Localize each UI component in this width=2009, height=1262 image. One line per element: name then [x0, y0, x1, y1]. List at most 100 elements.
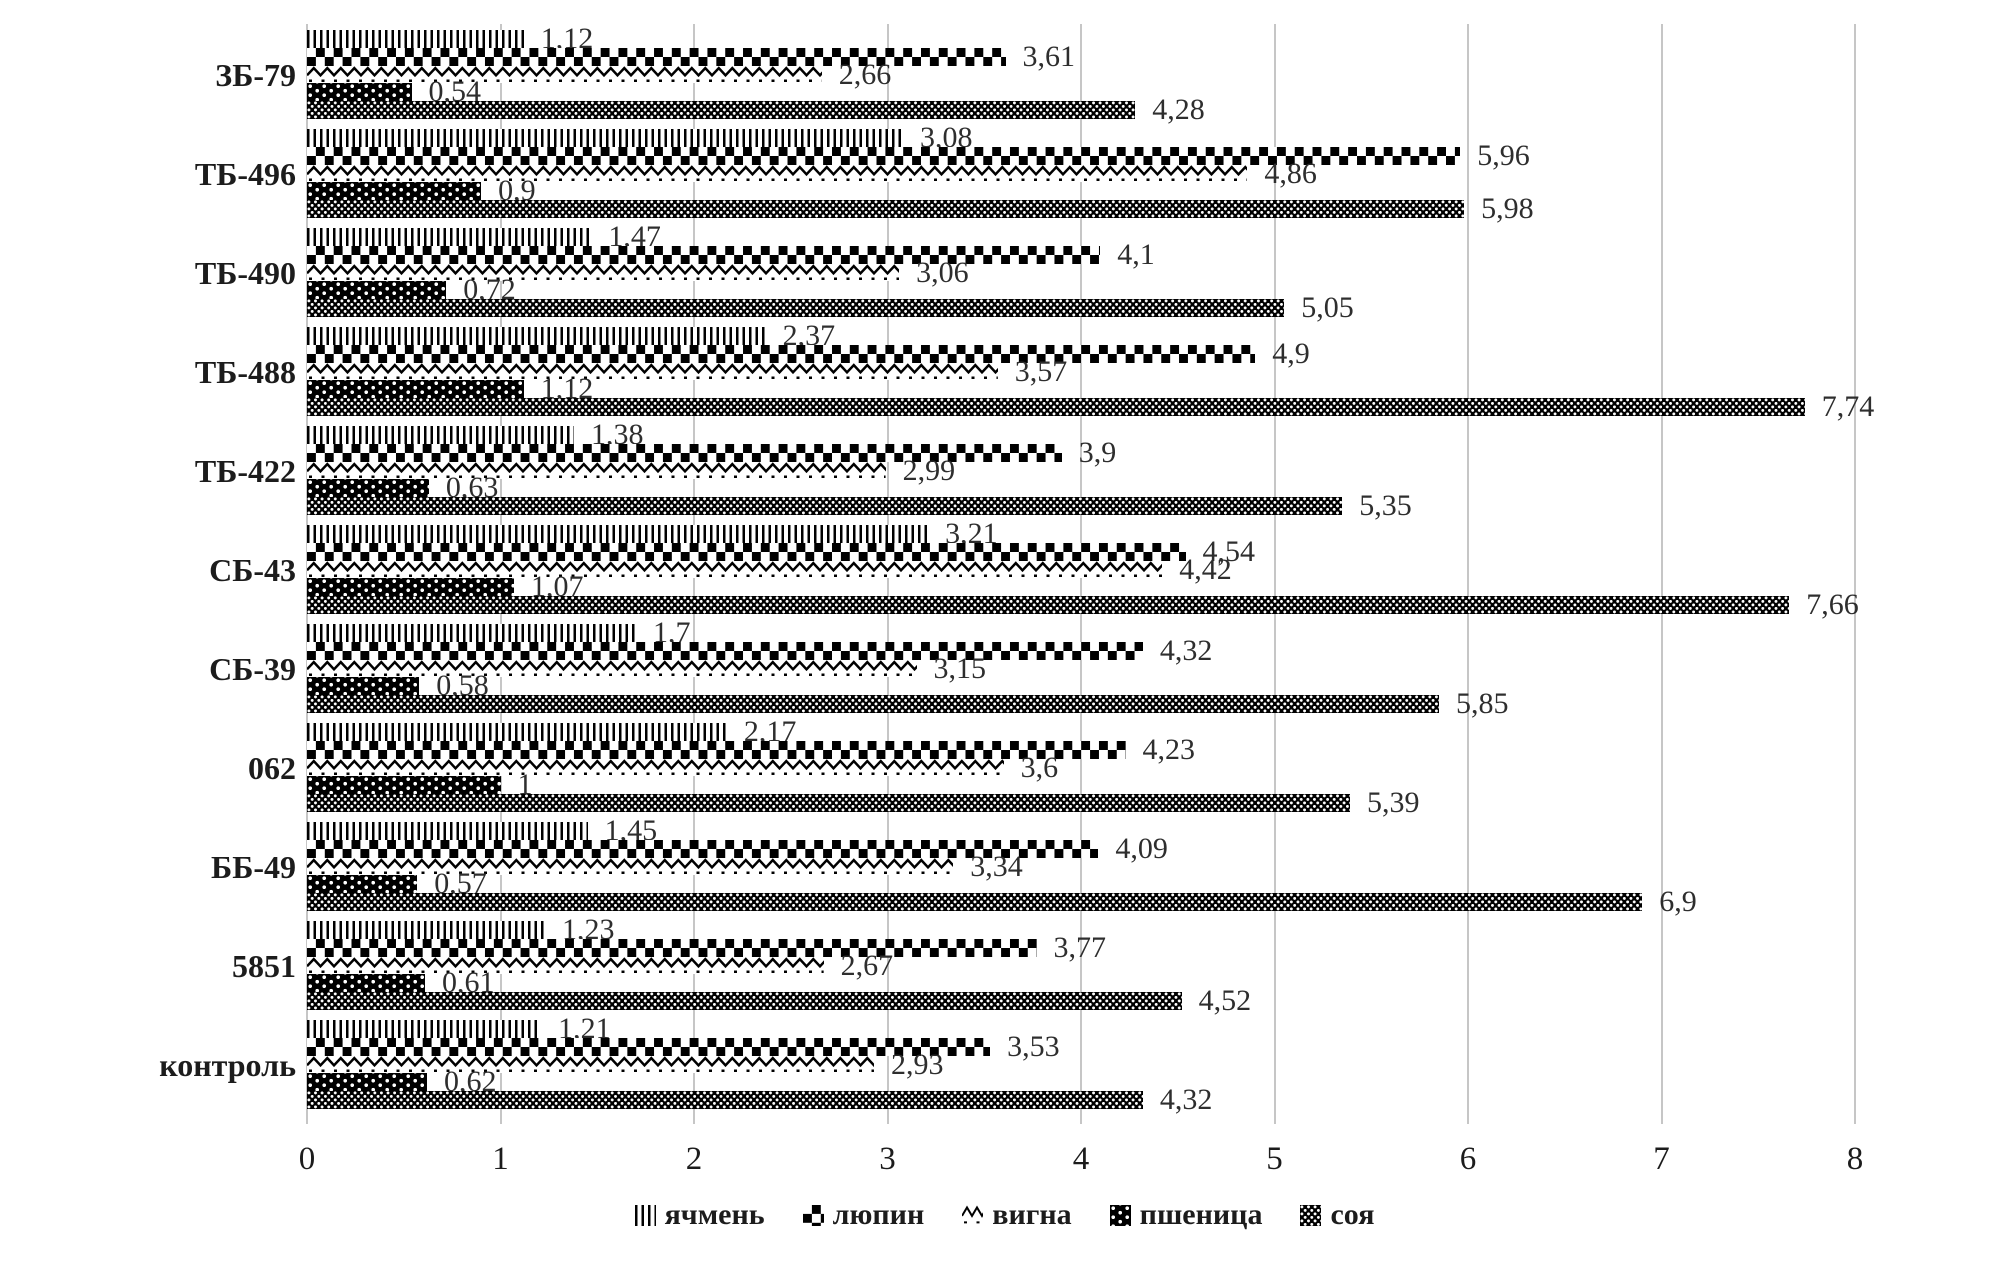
- gridline: [1467, 24, 1469, 1112]
- bar-value-label: 1: [517, 768, 533, 802]
- bar-люпин: [307, 47, 1006, 66]
- zigzag-pattern: [307, 560, 1163, 577]
- bar-соя: [307, 794, 1350, 812]
- bar-value-label: 7,66: [1806, 588, 1859, 622]
- zigzag-pattern: [307, 164, 1248, 181]
- bar-пшеница: [307, 974, 425, 993]
- category-label: контроль: [159, 1046, 296, 1083]
- legend-item-пшеница: пшеница: [1109, 1198, 1263, 1232]
- bar-соя: [307, 1091, 1143, 1109]
- bar-value-label: 4,1: [1117, 237, 1155, 271]
- bar-value-label: 3,53: [1007, 1029, 1060, 1063]
- bar-вигна: [307, 362, 998, 381]
- bar-пшеница: [307, 182, 482, 201]
- bar-соя: [307, 596, 1790, 614]
- x-axis-tick: [886, 1112, 889, 1124]
- zigzag-pattern: [307, 857, 954, 874]
- bar-пшеница: [307, 1073, 427, 1092]
- x-tick-label: 4: [1072, 1141, 1090, 1177]
- x-axis-tick: [306, 1112, 308, 1124]
- category-label: ТБ-490: [194, 254, 296, 291]
- legend-swatch-zigzag-wave: [962, 1204, 984, 1226]
- zigzag-pattern: [307, 956, 824, 973]
- bar-люпин: [307, 146, 1461, 165]
- gridline: [1660, 24, 1663, 1112]
- bar-соя: [307, 101, 1136, 119]
- bar-value-label: 5,85: [1456, 687, 1509, 721]
- category-label: 062: [248, 749, 296, 786]
- zigzag-pattern: [307, 659, 917, 676]
- bar-value-label: 4,32: [1159, 633, 1213, 667]
- legend: ячмень люпин вигна пшеница соя: [0, 1198, 2009, 1232]
- bar-пшеница: [307, 479, 429, 498]
- bar-люпин: [307, 938, 1037, 957]
- bar-value-label: 7,74: [1821, 390, 1875, 424]
- legend-label: вигна: [992, 1198, 1072, 1231]
- bar-value-label: 4,9: [1272, 336, 1310, 370]
- x-tick-label: 6: [1459, 1141, 1477, 1177]
- bar-ячмень: [307, 525, 929, 543]
- x-axis-tick: [1273, 1112, 1276, 1124]
- bar-соя: [307, 497, 1343, 515]
- bar-value-label: 4,52: [1198, 984, 1252, 1018]
- gridline: [1854, 24, 1856, 1112]
- bar-value-label: 2,66: [838, 57, 892, 91]
- zigzag-pattern: [962, 1205, 984, 1223]
- category-label: СБ-43: [209, 551, 296, 588]
- x-axis-tick: [693, 1112, 695, 1124]
- bar-соя: [307, 992, 1182, 1010]
- bar-вигна: [307, 758, 1004, 777]
- zigzag-pattern: [307, 362, 998, 379]
- bar-value-label: 3,06: [916, 255, 969, 289]
- category-label: ТБ-488: [194, 353, 296, 390]
- bar-пшеница: [307, 875, 418, 894]
- bar-value-label: 2,99: [902, 453, 956, 487]
- bar-пшеница: [307, 578, 514, 597]
- bar-соя: [307, 200, 1465, 218]
- bar-value-label: 5,05: [1301, 291, 1354, 325]
- bar-пшеница: [307, 83, 412, 102]
- bar-пшеница: [307, 380, 524, 399]
- x-axis-tick: [1467, 1112, 1469, 1124]
- x-axis-tick: [1854, 1112, 1856, 1124]
- bar-value-label: 5,96: [1477, 138, 1530, 172]
- bar-value-label: 4,86: [1264, 156, 1317, 190]
- bar-люпин: [307, 1037, 991, 1056]
- bar-пшеница: [307, 776, 501, 795]
- category-label: ТБ-496: [194, 155, 296, 192]
- x-tick-label: 2: [685, 1141, 703, 1177]
- x-tick-label: 0: [298, 1141, 316, 1177]
- legend-swatch-checkerboard: [802, 1204, 824, 1226]
- legend-item-ячмень: ячмень: [634, 1198, 765, 1232]
- bar-value-label: 4,54: [1202, 534, 1256, 568]
- bar-пшеница: [307, 677, 420, 696]
- bar-вигна: [307, 560, 1163, 579]
- bar-ячмень: [307, 822, 588, 840]
- zigzag-pattern: [307, 1055, 874, 1072]
- bar-value-label: 4,09: [1115, 831, 1168, 865]
- bar-вигна: [307, 461, 886, 480]
- bar-value-label: 2,93: [891, 1047, 944, 1081]
- category-label: СБ-39: [209, 650, 296, 687]
- bar-люпин: [307, 344, 1256, 363]
- bar-вигна: [307, 1055, 874, 1074]
- category-label: ББ-49: [211, 848, 296, 885]
- bar-соя: [307, 299, 1285, 317]
- bar-вигна: [307, 857, 954, 876]
- bar-value-label: 4,42: [1179, 552, 1232, 586]
- bar-value-label: 5,35: [1359, 489, 1412, 523]
- bar-value-label: 5,39: [1367, 786, 1420, 820]
- legend-label: пшеница: [1139, 1198, 1263, 1231]
- bar-value-label: 2,67: [840, 948, 894, 982]
- legend-item-соя: соя: [1300, 1198, 1374, 1232]
- bar-вигна: [307, 956, 824, 975]
- x-tick-label: 7: [1653, 1141, 1670, 1177]
- category-label: 5851: [232, 947, 296, 984]
- bar-ячмень: [307, 921, 545, 939]
- bar-люпин: [307, 245, 1101, 264]
- bar-ячмень: [307, 228, 592, 246]
- legend-item-люпин: люпин: [802, 1198, 924, 1232]
- category-label: ЗБ-79: [215, 56, 296, 93]
